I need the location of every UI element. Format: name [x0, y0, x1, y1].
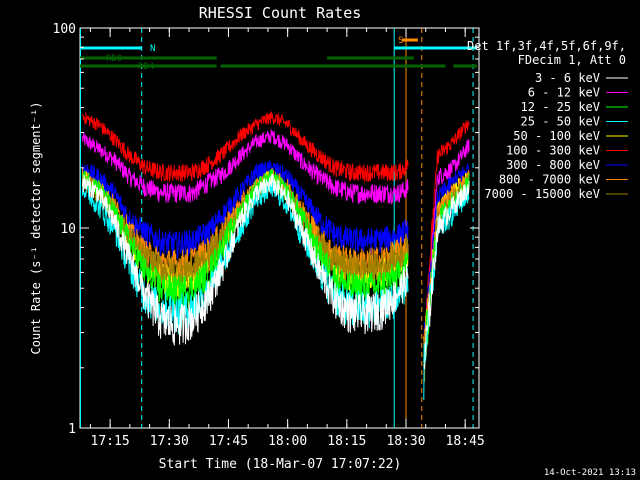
legend-label: 3 - 6 keV	[535, 71, 600, 85]
flag-label-rd4: RD4	[138, 62, 154, 72]
legend-label: 25 - 50 keV	[521, 115, 600, 129]
x-tick-label: 17:30	[150, 434, 189, 449]
series-line-3-6-kev	[82, 173, 409, 346]
series-line-300-800-kev	[423, 163, 470, 358]
flag-label-s: S	[398, 36, 403, 46]
y-tick-label: 10	[60, 222, 76, 237]
legend-label: 6 - 12 keV	[528, 86, 600, 100]
legend-label: 7000 - 15000 keV	[484, 187, 600, 201]
flag-bars: RD0 RD4 N S	[80, 36, 478, 72]
series-line-300-800-kev	[82, 160, 409, 259]
legend-label: 12 - 25 keV	[521, 100, 600, 114]
series-line-100-300-kev	[423, 120, 470, 341]
legend: Det 1f,3f,4f,5f,6f,9f, FDecim 1, Att 0 3…	[467, 39, 628, 201]
series-line-3-6-kev	[423, 180, 470, 370]
chart-title: RHESSI Count Rates	[199, 4, 362, 22]
legend-label: 50 - 100 keV	[513, 129, 600, 143]
series-lines	[82, 111, 470, 401]
x-tick-label: 18:45	[446, 434, 485, 449]
x-tick-label: 18:30	[386, 434, 425, 449]
legend-header-line-1: Det 1f,3f,4f,5f,6f,9f,	[467, 39, 626, 53]
x-axis-label: Start Time (18-Mar-07 17:07:22)	[159, 457, 402, 472]
vertical-markers	[80, 28, 474, 428]
legend-label: 300 - 800 keV	[506, 158, 600, 172]
legend-label: 800 - 7000 keV	[499, 173, 600, 187]
timestamp: 14-Oct-2021 13:13	[544, 468, 636, 478]
legend-label: 100 - 300 keV	[506, 144, 600, 158]
x-tick-label: 17:15	[91, 434, 130, 449]
flag-label-rd0: RD0	[106, 54, 122, 64]
y-axis-label: Count Rate (s⁻¹ detector segment⁻¹)	[29, 102, 43, 355]
x-tick-label: 18:15	[327, 434, 366, 449]
legend-header-line-2: FDecim 1, Att 0	[518, 53, 626, 67]
axis-ticks: 1 10 100 17:15 17:30 17:45 18:00 18:15 18:30 18:4…	[53, 22, 485, 449]
y-tick-label: 1	[68, 422, 76, 437]
x-tick-label: 18:00	[268, 434, 307, 449]
flag-label-n: N	[150, 44, 155, 54]
x-tick-label: 17:45	[209, 434, 248, 449]
series-line-100-300-kev	[82, 111, 409, 182]
y-tick-label: 100	[53, 22, 76, 37]
series-line-6-12-kev	[82, 129, 409, 205]
